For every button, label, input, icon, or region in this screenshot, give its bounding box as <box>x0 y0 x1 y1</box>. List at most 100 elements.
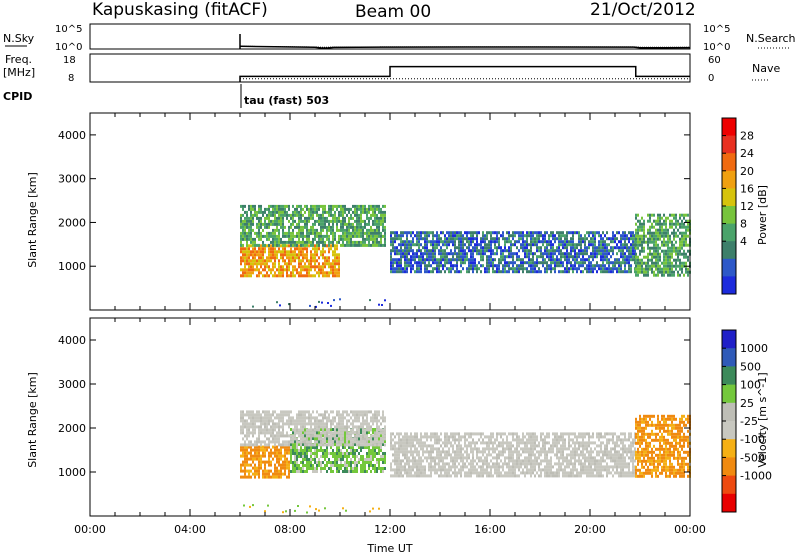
echo-cell <box>334 437 336 441</box>
echo-cell <box>464 441 466 445</box>
echo-cell <box>242 419 244 423</box>
echo-cell <box>536 255 538 259</box>
echo-cell <box>320 268 322 272</box>
echo-cell <box>474 258 476 262</box>
echo-cell <box>450 267 452 271</box>
echo-cell <box>420 252 422 256</box>
echo-cell <box>381 304 383 306</box>
echo-cell <box>258 419 260 423</box>
echo-cell <box>378 419 380 423</box>
echo-cell <box>376 470 378 473</box>
echo-cell <box>356 204 358 208</box>
echo-cell <box>584 261 586 265</box>
echo-cell <box>536 264 538 268</box>
echo-cell <box>264 443 266 447</box>
echo-cell <box>344 467 346 470</box>
echo-cell <box>260 457 262 461</box>
echo-cell <box>474 471 476 475</box>
echo-cell <box>250 274 252 278</box>
echo-cell <box>671 213 673 217</box>
echo-cell <box>442 243 444 247</box>
echo-cell <box>348 419 350 423</box>
echo-cell <box>440 252 442 256</box>
echo-cell <box>414 447 416 451</box>
echo-cell <box>685 231 687 235</box>
echo-cell <box>410 459 412 463</box>
echo-cell <box>542 234 544 238</box>
echo-cell <box>422 474 424 478</box>
echo-cell <box>490 240 492 244</box>
echo-cell <box>416 471 418 475</box>
echo-cell <box>316 434 318 438</box>
echo-cell <box>600 258 602 262</box>
echo-cell <box>318 222 320 226</box>
echo-cell <box>408 474 410 478</box>
echo-cell <box>376 213 378 217</box>
echo-cell <box>418 234 420 238</box>
echo-cell <box>288 460 290 464</box>
echo-cell <box>324 425 326 429</box>
echo-cell <box>240 240 242 244</box>
echo-cell <box>647 246 649 250</box>
echo-cell <box>324 437 326 441</box>
echo-cell <box>392 453 394 457</box>
echo-cell <box>464 252 466 256</box>
echo-cell <box>550 255 552 259</box>
echo-cell <box>252 228 254 232</box>
echo-cell <box>248 259 250 263</box>
echo-cell <box>634 249 636 253</box>
echo-cell <box>310 243 312 247</box>
echo-cell <box>528 231 530 235</box>
echo-cell <box>418 471 420 475</box>
echo-cell <box>464 465 466 469</box>
echo-cell <box>262 213 264 217</box>
echo-cell <box>242 243 244 247</box>
echo-cell <box>458 432 460 436</box>
echo-cell <box>344 216 346 220</box>
echo-cell <box>526 240 528 244</box>
echo-cell <box>266 437 268 441</box>
echo-cell <box>338 259 340 263</box>
echo-cell <box>396 234 398 238</box>
echo-cell <box>326 256 328 260</box>
echo-cell <box>659 213 661 217</box>
echo-cell <box>322 240 324 244</box>
echo-cell <box>626 237 628 241</box>
echo-cell <box>258 250 260 254</box>
echo-cell <box>286 475 288 479</box>
echo-cell <box>380 455 382 458</box>
echo-cell <box>520 246 522 250</box>
echo-cell <box>468 249 470 253</box>
echo-cell <box>677 246 679 250</box>
echo-cell <box>316 428 318 432</box>
echo-cell <box>558 270 560 274</box>
echo-cell <box>464 471 466 475</box>
echo-cell <box>278 422 280 426</box>
echo-cell <box>454 237 456 241</box>
echo-cell <box>250 250 252 254</box>
echo-cell <box>476 453 478 457</box>
echo-cell <box>278 219 280 223</box>
echo-cell <box>436 471 438 475</box>
echo-cell <box>306 207 308 211</box>
colorbar-tick-label: 4 <box>740 235 747 248</box>
echo-cell <box>324 262 326 266</box>
echo-cell <box>412 474 414 478</box>
echo-cell <box>260 428 262 432</box>
echo-cell <box>626 270 628 274</box>
echo-cell <box>314 425 316 429</box>
echo-cell <box>665 258 667 262</box>
echo-cell <box>602 261 604 265</box>
echo-cell <box>406 450 408 454</box>
echo-cell <box>280 443 282 447</box>
echo-cell <box>446 474 448 478</box>
echo-cell <box>244 451 246 455</box>
echo-cell <box>250 443 252 447</box>
echo-cell <box>284 440 286 444</box>
echo-cell <box>466 240 468 244</box>
echo-cell <box>452 258 454 262</box>
echo-cell <box>414 252 416 256</box>
echo-cell <box>556 237 558 241</box>
echo-cell <box>332 470 334 473</box>
echo-cell <box>314 440 316 444</box>
